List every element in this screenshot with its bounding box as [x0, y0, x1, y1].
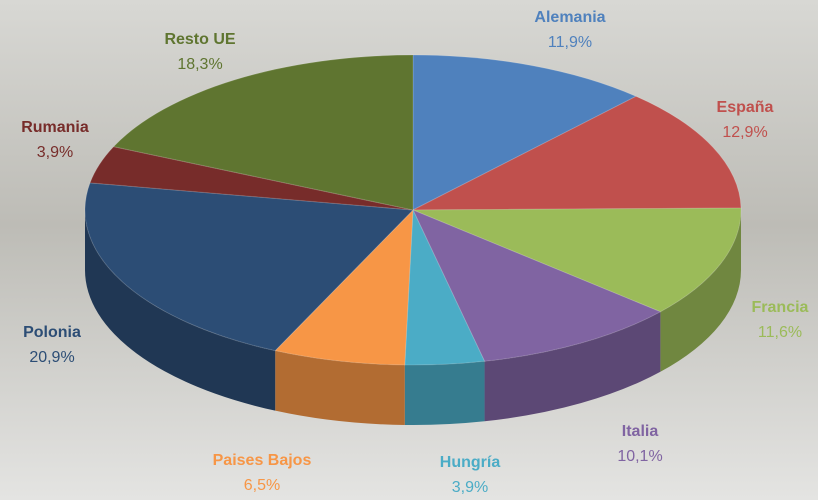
- pie-slice: [411, 209, 662, 362]
- pie-side: [85, 210, 276, 411]
- slice-label: Polonia: [23, 324, 81, 341]
- pie-slice: [412, 54, 638, 211]
- slice-label: Francia: [752, 299, 809, 316]
- slice-label: Alemania: [534, 9, 605, 26]
- pie-side: [660, 210, 741, 372]
- pie-side: [404, 361, 485, 425]
- value-label: 10,1%: [617, 448, 662, 465]
- value-label: 3,9%: [452, 479, 488, 496]
- pie-slice: [89, 146, 414, 211]
- labels: Alemania 11,9% España 12,9% Francia 11,6% Ital…: [21, 9, 808, 496]
- value-label: 3,9%: [37, 144, 73, 161]
- slice-label: Hungría: [440, 454, 501, 471]
- value-label: 6,5%: [244, 477, 280, 494]
- slice-label: Rumania: [21, 119, 89, 136]
- pie-tops: [84, 54, 742, 366]
- pie-slice: [274, 208, 414, 366]
- slice-label: Resto UE: [164, 31, 235, 48]
- pie-slice: [412, 95, 742, 211]
- pie-side: [275, 350, 405, 425]
- pie-slice: [404, 209, 486, 366]
- pie-side: [484, 311, 661, 422]
- value-label: 20,9%: [29, 349, 74, 366]
- value-label: 11,9%: [548, 34, 592, 51]
- pie-slice: [412, 207, 742, 313]
- pie-slice: [112, 54, 414, 211]
- slice-label: Italia: [622, 423, 659, 440]
- pie-slice: [84, 182, 415, 352]
- slice-label: España: [717, 99, 774, 116]
- pie-sides: [85, 210, 741, 425]
- value-label: 12,9%: [722, 124, 767, 141]
- slice-label: Paises Bajos: [213, 452, 312, 469]
- value-label: 18,3%: [177, 56, 222, 73]
- value-label: 11,6%: [758, 324, 802, 341]
